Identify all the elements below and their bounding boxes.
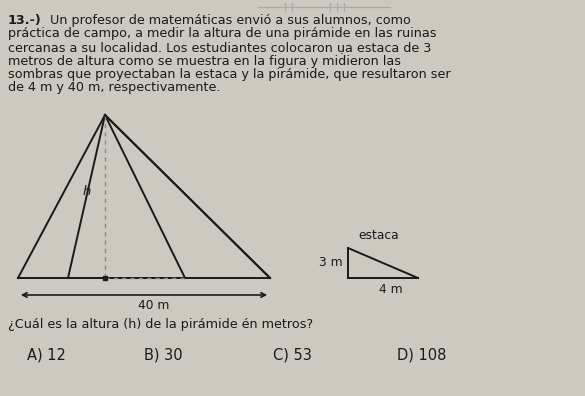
Text: D) 108: D) 108 (397, 348, 446, 363)
Text: cercanas a su localidad. Los estudiantes colocaron ụa estaca de 3: cercanas a su localidad. Los estudiantes… (8, 41, 431, 54)
Text: 4 m: 4 m (379, 283, 403, 296)
Text: h: h (83, 185, 91, 198)
Text: 40 m: 40 m (138, 299, 170, 312)
Text: A) 12: A) 12 (27, 348, 66, 363)
Text: Un profesor de matemáticas envió a sus alumnos, como: Un profesor de matemáticas envió a sus a… (46, 14, 411, 27)
Text: ¿Cuál es la altura (h) de la pirámide én metros?: ¿Cuál es la altura (h) de la pirámide én… (8, 318, 313, 331)
Text: estaca: estaca (358, 229, 398, 242)
Text: 13.-): 13.-) (8, 14, 42, 27)
Text: 3 m: 3 m (319, 257, 343, 270)
Text: sombras que proyectaban la estaca y la pirámide, que resultaron ser: sombras que proyectaban la estaca y la p… (8, 68, 450, 81)
Text: metros de altura como se muestra en la figura y midieron las: metros de altura como se muestra en la f… (8, 55, 401, 67)
Text: de 4 m y 40 m, respectivamente.: de 4 m y 40 m, respectivamente. (8, 82, 221, 95)
Text: B) 30: B) 30 (144, 348, 183, 363)
Text: práctica de campo, a medir la altura de una pirámide en las ruinas: práctica de campo, a medir la altura de … (8, 27, 436, 40)
Text: C) 53: C) 53 (273, 348, 312, 363)
